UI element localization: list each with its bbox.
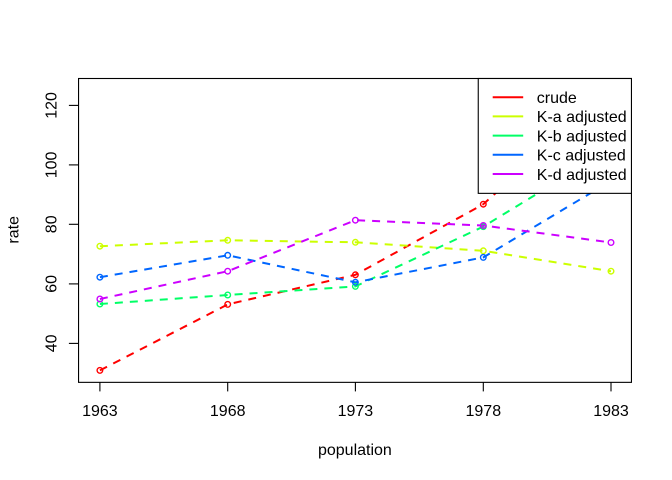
svg-text:60: 60 xyxy=(44,275,61,293)
svg-text:1978: 1978 xyxy=(466,403,502,420)
svg-text:K-a adjusted: K-a adjusted xyxy=(537,109,627,126)
svg-text:K-d adjusted: K-d adjusted xyxy=(537,167,627,184)
svg-text:crude: crude xyxy=(537,90,577,107)
svg-text:K-c adjusted: K-c adjusted xyxy=(537,148,626,165)
svg-text:1963: 1963 xyxy=(82,403,118,420)
svg-text:rate: rate xyxy=(5,216,22,244)
svg-text:1983: 1983 xyxy=(593,403,629,420)
svg-text:population: population xyxy=(318,442,392,459)
svg-text:1973: 1973 xyxy=(338,403,374,420)
svg-text:120: 120 xyxy=(44,92,61,119)
svg-text:1968: 1968 xyxy=(210,403,246,420)
svg-text:40: 40 xyxy=(44,334,61,352)
svg-text:K-b adjusted: K-b adjusted xyxy=(537,128,627,145)
svg-text:100: 100 xyxy=(44,151,61,178)
svg-text:80: 80 xyxy=(44,215,61,233)
